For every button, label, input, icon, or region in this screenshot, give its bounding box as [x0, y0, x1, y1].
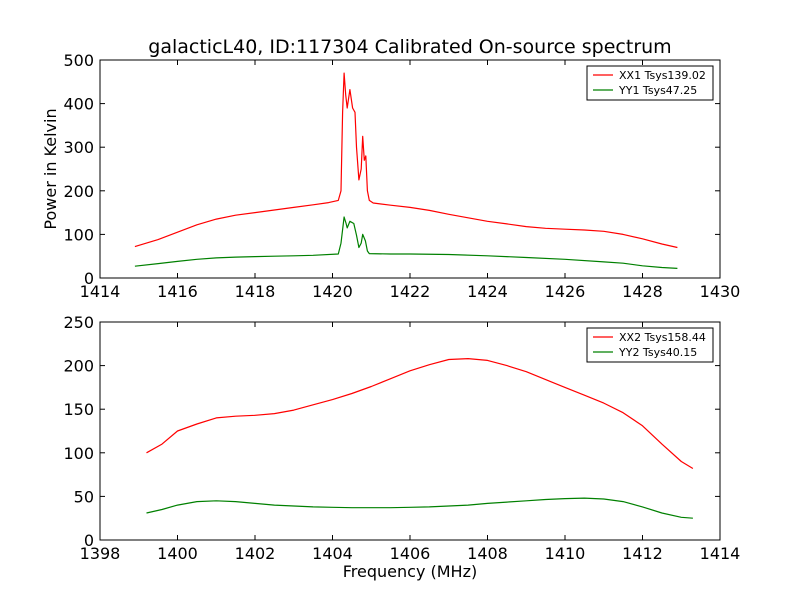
series-line-xx [134, 72, 678, 249]
top-subplot: 1414 1416 1418 1420 1422 1424 1426 1428 1430 0 100… [41, 51, 740, 301]
x-tick-label: 1414 [700, 544, 741, 563]
x-tick-label: 1404 [312, 544, 353, 563]
y-tick-label: 150 [63, 400, 94, 419]
legend-label: YY1 Tsys47.25 [618, 84, 697, 97]
y-tick-label: 300 [63, 138, 94, 157]
legend-label: XX2 Tsys158.44 [619, 331, 706, 344]
x-tick-label: 1402 [235, 544, 276, 563]
legend-label: XX1 Tsys139.02 [619, 69, 706, 82]
x-tick-label: 1408 [467, 544, 508, 563]
y-tick-label: 0 [84, 531, 94, 550]
bottom-subplot: 1398 1400 1402 1404 1406 1408 1410 1412 1414 0 50 1… [63, 313, 740, 581]
y-tick-label: 100 [63, 225, 94, 244]
y-tick-label: 100 [63, 444, 94, 463]
y-tick-label: 200 [63, 357, 94, 376]
x-tick-label: 1430 [700, 282, 741, 301]
y-tick-label: 200 [63, 182, 94, 201]
x-tick-label: 1422 [390, 282, 431, 301]
x-tick-label: 1424 [467, 282, 508, 301]
x-tick-label: 1412 [622, 544, 663, 563]
y-axis-label: Power in Kelvin [41, 108, 60, 229]
series-line-xx [146, 358, 694, 470]
x-tick-label: 1414 [80, 282, 121, 301]
legend: XX1 Tsys139.02 YY1 Tsys47.25 [586, 65, 714, 101]
y-tick-label: 400 [63, 95, 94, 114]
legend-label: YY2 Tsys40.15 [618, 346, 697, 359]
x-tick-label: 1428 [622, 282, 663, 301]
series-line-yy [134, 216, 678, 269]
x-tick-label: 1410 [545, 544, 586, 563]
y-tick-label: 0 [84, 269, 94, 288]
x-tick-label: 1406 [390, 544, 431, 563]
x-axis-label: Frequency (MHz) [343, 562, 477, 581]
series-line-yy [146, 497, 693, 519]
y-tick-label: 50 [74, 487, 94, 506]
x-tick-label: 1400 [157, 544, 198, 563]
y-tick-label: 250 [63, 313, 94, 332]
legend-box [586, 327, 714, 363]
x-tick-label: 1398 [80, 544, 121, 563]
x-tick-label: 1420 [312, 282, 353, 301]
legend: XX2 Tsys158.44 YY2 Tsys40.15 [586, 327, 714, 363]
x-tick-label: 1426 [545, 282, 586, 301]
chart-title: galacticL40, ID:117304 Calibrated On-sou… [148, 36, 671, 58]
x-tick-label: 1416 [157, 282, 198, 301]
y-tick-label: 500 [63, 51, 94, 70]
x-tick-label: 1418 [235, 282, 276, 301]
legend-box [586, 65, 714, 101]
